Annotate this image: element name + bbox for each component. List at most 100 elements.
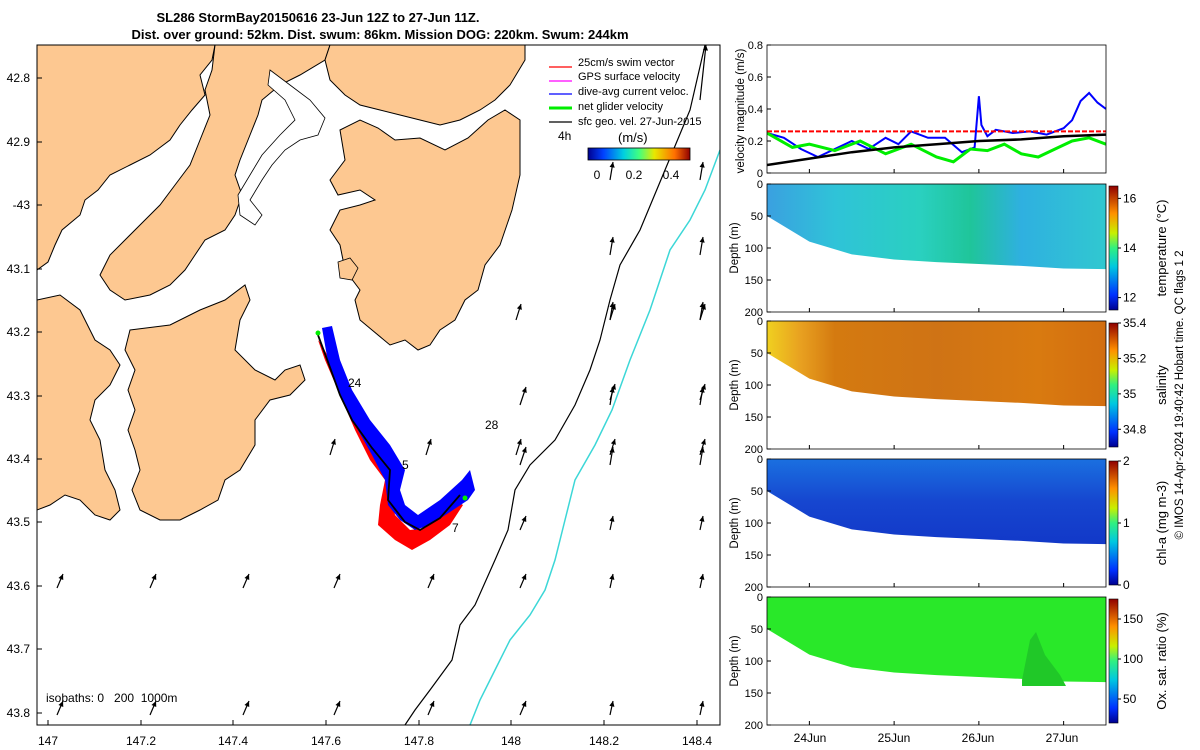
geo-arrow-head [699,574,705,580]
time-label-27jun: 27Jun [1046,731,1079,745]
map-colorbar [587,147,691,161]
section-ytick-label: 0 [757,179,763,191]
geo-arrow-head [609,574,615,580]
section-ytick-label: 200 [745,582,763,594]
geo-arrow [333,573,341,589]
colorbar-tick-label: 35.4 [1123,316,1147,330]
section-ytick-label: 0 [757,592,763,604]
geo-arrow [699,303,706,321]
day-label-28: 28 [485,418,499,432]
section-colorbar-label: chl-a (mg m-3) [1154,481,1169,566]
section-ytick-label: 150 [745,550,763,562]
geo-arrow [609,236,615,256]
colorbar-tick-label: 35.2 [1123,351,1147,365]
copyright-text: © IMOS 14-Apr-2024 19:40:42 Hobart time.… [1174,250,1186,539]
track-start-marker [315,330,321,336]
geo-arrow [515,438,522,456]
section-ytick-label: 0 [757,454,763,466]
velocity-ylabel: velocity magnitude (m/s) [735,49,747,174]
geo-arrow [519,446,527,466]
geo-arrow-head [151,701,157,707]
section-ytick-label: 200 [745,307,763,319]
map-ytick-label: 43.7 [7,642,31,656]
velocity-ytick-label: 0 [757,168,763,180]
map-ytick-label: 43.1 [7,262,31,276]
geo-arrow-head [609,162,615,168]
legend-net-label: net glider velocity [578,101,663,113]
land-north-east [324,45,526,126]
geo-arrow [609,573,615,589]
geo-arrow-head [521,516,527,522]
geo-arrow-head [610,439,616,445]
velocity-plot-area [767,45,1106,173]
section-ylabel: Depth (m) [729,359,741,410]
colorbar-tick-label: 2 [1123,454,1130,468]
section-ytick-label: 50 [751,624,763,636]
time-axis-labels: 24Jun 25Jun 26Jun 27Jun [794,731,1079,745]
geo-arrow-head [702,45,709,51]
day-label-24: 24 [348,376,362,390]
section-colorbar-label: Ox. sat. ratio (%) [1154,612,1169,710]
geo-arrow [242,573,250,589]
section-panel: 0 50 100 150 200 Depth (m) 50 100 150 Ox. sat. ra… [729,592,1169,732]
map-xtick-label: 147.4 [218,734,248,748]
section-panel: 0 50 100 150 200 Depth (m) 0 1 2 chl-a (mg m-3) [729,454,1169,594]
geo-arrow [699,45,709,101]
geo-arrow-head [610,384,616,390]
colorbar-tick-label: 50 [1123,692,1137,706]
section-ytick-label: 100 [745,243,763,255]
map-axis-ticks: 147 147.2 147.4 147.6 147.8 148 148.2 148.4 42.8… [7,71,713,748]
colorbar-tick-label: 34.8 [1123,422,1147,436]
map-ytick-label: -43 [13,198,31,212]
isobath-200 [404,45,706,725]
geo-arrow [609,700,615,716]
section-ytick-label: 200 [745,720,763,732]
land-west [37,45,216,271]
velocity-series-line [767,91,1106,159]
velocity-ytick-label: 0.4 [748,104,763,116]
day-label-27: 7 [452,521,459,535]
velocity-series-line [767,133,1106,167]
section-ylabel: Depth (m) [729,635,741,686]
geo-arrow [329,438,336,456]
colorbar-tick-label: 12 [1123,291,1137,305]
map-ytick-label: 43.4 [7,452,31,466]
geo-arrow-head [609,516,615,522]
section-ytick-label: 150 [745,412,763,424]
title-line-2: Dist. over ground: 52km. Dist. swum: 86k… [131,27,628,42]
geo-arrow [699,383,706,401]
section-colorbar [1108,598,1119,724]
legend-gps-label: GPS surface velocity [578,71,681,83]
geo-arrow-shaft [699,45,707,101]
geo-arrow-head [151,574,157,580]
geo-arrow-head [335,574,341,580]
geo-arrow [699,700,705,716]
geo-arrow-head [521,447,527,453]
map-ytick-label: 43.6 [7,579,31,593]
section-ytick-label: 50 [751,486,763,498]
section-ylabel: Depth (m) [729,222,741,273]
section-colorbar [1108,185,1119,311]
geo-arrow [149,573,157,589]
map-xtick-label: 148.2 [589,734,619,748]
velocity-ytick-label: 0.2 [748,136,763,148]
geo-arrow [609,303,616,321]
colorbar-tick-0: 0 [594,168,601,182]
legend-geo-label: sfc geo. vel. 27-Jun-2015 [578,116,702,128]
section-colorbar [1108,460,1119,586]
geo-arrow-head [429,574,435,580]
geo-arrow-head [609,701,615,707]
map-ytick-label: 42.9 [7,135,31,149]
geo-arrow-head [429,701,435,707]
colorbar-tick-label: 0 [1123,578,1130,592]
velocity-series-line [767,131,1106,164]
section-ytick-label: 0 [757,316,763,328]
legend-current-label: dive-avg current veloc. [578,86,689,98]
geo-arrow-head [426,439,432,445]
geo-arrow-head [699,516,705,522]
time-label-24jun: 24Jun [794,731,827,745]
map-ytick-label: 42.8 [7,71,31,85]
geo-arrow-head [610,304,616,310]
geo-arrow [56,700,64,716]
map-frame [36,44,721,726]
